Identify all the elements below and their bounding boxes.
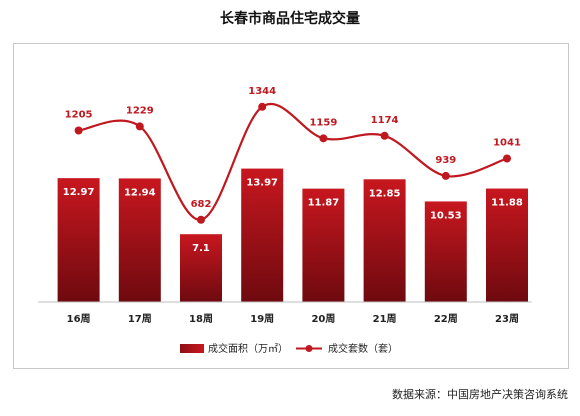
line-point bbox=[197, 215, 205, 224]
bar bbox=[57, 178, 100, 302]
line-point bbox=[380, 131, 389, 140]
legend-line-label: 成交套数（套） bbox=[328, 342, 398, 355]
x-tick-label: 16周 bbox=[67, 313, 91, 325]
line-value-label: 939 bbox=[435, 155, 456, 166]
line-point bbox=[74, 126, 83, 135]
x-tick-label: 23周 bbox=[495, 313, 519, 325]
bar-value-label: 11.87 bbox=[308, 198, 340, 209]
bar bbox=[363, 179, 406, 302]
bar-value-label: 7.1 bbox=[192, 243, 210, 254]
legend-bar-swatch bbox=[180, 344, 204, 353]
bar-value-label: 10.53 bbox=[430, 210, 462, 221]
x-tick-label: 21周 bbox=[373, 313, 397, 325]
line-value-label: 1174 bbox=[371, 115, 399, 126]
bar-value-label: 12.85 bbox=[369, 188, 401, 199]
bar bbox=[118, 178, 161, 302]
bar bbox=[302, 188, 345, 302]
x-tick-label: 17周 bbox=[128, 313, 152, 325]
line-point bbox=[135, 122, 144, 131]
bar-value-label: 12.94 bbox=[124, 187, 156, 198]
x-tick-label: 22周 bbox=[434, 313, 458, 325]
x-tick-label: 18周 bbox=[189, 313, 213, 325]
bar-value-label: 13.97 bbox=[246, 178, 278, 189]
line-value-label: 1205 bbox=[65, 110, 93, 121]
line-value-label: 1344 bbox=[248, 86, 276, 97]
chart-title: 长春市商品住宅成交量 bbox=[220, 11, 360, 27]
bar-value-label: 12.97 bbox=[63, 187, 95, 198]
bar bbox=[424, 201, 467, 302]
chart-frame bbox=[13, 43, 569, 369]
line-point bbox=[258, 102, 267, 111]
x-tick-label: 19周 bbox=[250, 313, 274, 325]
bar bbox=[180, 234, 222, 302]
line-value-label: 682 bbox=[191, 199, 212, 210]
line-value-label: 1041 bbox=[493, 138, 521, 149]
data-source: 数据来源：中国房地产决策咨询系统 bbox=[392, 388, 568, 401]
series-line bbox=[78, 103, 508, 221]
line-point bbox=[441, 171, 450, 180]
x-tick-label: 20周 bbox=[311, 313, 335, 325]
line-point bbox=[503, 154, 511, 163]
bar-value-label: 11.88 bbox=[491, 198, 523, 209]
legend-bar-label: 成交面积（万㎡） bbox=[208, 342, 288, 355]
bar bbox=[241, 168, 284, 302]
line-value-label: 1159 bbox=[309, 117, 337, 128]
bar bbox=[486, 188, 528, 302]
line-value-label: 1229 bbox=[126, 105, 154, 116]
legend-line-marker bbox=[305, 345, 313, 352]
line-point bbox=[319, 134, 328, 143]
